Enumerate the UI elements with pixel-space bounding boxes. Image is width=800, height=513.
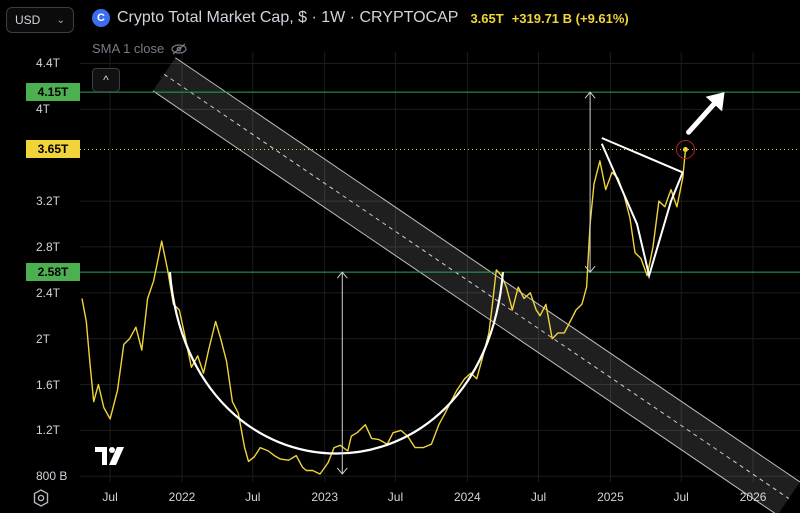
currency-select[interactable]: USD ⌄	[6, 7, 74, 33]
x-tick-label: 2023	[311, 490, 339, 504]
y-tick-label: 1.6T	[36, 377, 61, 392]
wedge-lower	[600, 143, 684, 280]
measure-arrow-head-top	[336, 271, 348, 279]
breakout-arrow-shaft	[686, 101, 717, 135]
indicator-label: SMA 1 close	[92, 41, 165, 56]
symbol-title: Crypto Total Market Cap, $ · 1W · CRYPTO…	[117, 9, 459, 26]
price-series	[81, 139, 695, 475]
y-tick-label: 4T	[36, 102, 51, 117]
last-price-marker-ring	[675, 139, 695, 159]
price-tag-resistance: 4.15T	[26, 83, 80, 102]
collapse-legend-button[interactable]: ^	[92, 68, 120, 92]
chevron-up-icon: ^	[103, 73, 109, 87]
x-tick-label: Jul	[530, 490, 547, 504]
x-tick-label: 2026	[739, 490, 767, 504]
last-price: 3.65T	[470, 10, 504, 26]
y-tick-label: 800 B	[36, 469, 68, 484]
x-tick-label: Jul	[245, 490, 261, 504]
channel-mid-line	[163, 73, 790, 499]
series-line	[81, 149, 687, 475]
x-tick-label: Jul	[387, 490, 404, 504]
wedge-upper	[601, 137, 684, 174]
x-tick-label: 2024	[454, 490, 481, 504]
price-change: +319.71 B (+9.61%)	[511, 10, 629, 26]
y-tick-label: 2.4T	[36, 285, 61, 300]
chevron-down-icon: ⌄	[56, 14, 65, 26]
price-tag-current: 3.65T	[26, 140, 80, 159]
measure-arrow-head-bottom	[584, 265, 596, 273]
cup-arc	[168, 272, 505, 455]
breakout-arrow-head	[705, 92, 725, 112]
horizontal-levels	[80, 91, 800, 273]
y-tick-label: 1.2T	[36, 423, 61, 438]
indicator-legend[interactable]: SMA 1 close	[92, 41, 188, 56]
y-tick-label: 2.8T	[36, 239, 61, 254]
x-tick-label: Jul	[102, 490, 118, 504]
last-price-marker	[682, 146, 688, 152]
x-tick-label: 2022	[168, 490, 196, 504]
x-tick-label: 2025	[597, 490, 624, 504]
x-tick-label: Jul	[673, 490, 689, 504]
price-tag-support: 2.58T	[26, 263, 80, 282]
descending-channel	[152, 57, 800, 513]
settings-icon[interactable]	[32, 489, 50, 507]
y-tick-label: 2T	[36, 331, 51, 346]
measure-arrow-head-bottom	[336, 467, 348, 475]
eye-off-icon[interactable]	[170, 43, 188, 55]
symbol-header[interactable]: C Crypto Total Market Cap, $ · 1W · CRYP…	[92, 9, 629, 27]
y-tick-label: 3.2T	[36, 194, 61, 209]
chart-drawings	[168, 91, 725, 475]
channel-band	[152, 57, 800, 513]
chart-grid	[80, 52, 800, 482]
coin-icon: C	[92, 9, 110, 27]
measure-arrow-head-top	[584, 91, 596, 99]
channel-upper-line	[175, 57, 800, 483]
channel-lower-line	[152, 90, 776, 513]
currency-label: USD	[15, 13, 41, 27]
tradingview-logo[interactable]	[95, 445, 133, 467]
y-tick-label: 4.4T	[36, 56, 61, 71]
